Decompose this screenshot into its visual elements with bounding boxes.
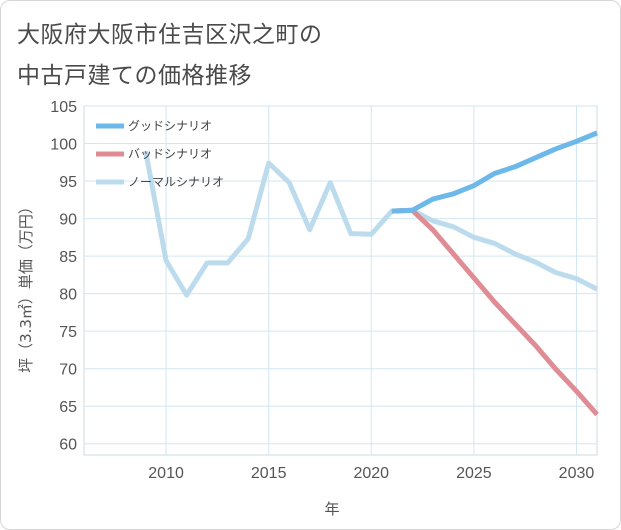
x-tick-label: 2010 <box>148 465 184 482</box>
y-tick-label: 75 <box>59 324 77 341</box>
y-tick-label: 70 <box>59 362 77 379</box>
x-tick-label: 2015 <box>251 465 287 482</box>
series-line-3 <box>143 150 599 298</box>
series-line-2 <box>391 207 599 417</box>
y-tick-label: 60 <box>59 437 77 454</box>
y-tick-label: 80 <box>59 287 77 304</box>
y-tick-label: 65 <box>59 399 77 416</box>
chart-title-line1: 大阪府大阪市住吉区沢之町の <box>17 22 323 48</box>
y-tick-label: 95 <box>59 174 77 191</box>
legend-label: バッドシナリオ <box>128 147 212 161</box>
x-axis-label: 年 <box>324 500 339 518</box>
x-tick-label: 2025 <box>456 465 492 482</box>
chart-title-line2: 中古戸建ての価格推移 <box>17 63 252 89</box>
legend-label: ノーマルシナリオ <box>128 175 224 189</box>
legend-label: グッドシナリオ <box>128 119 212 133</box>
y-tick-label: 105 <box>50 99 77 116</box>
x-tick-label: 2020 <box>353 465 389 482</box>
series-line-1 <box>391 130 598 214</box>
y-tick-label: 90 <box>59 212 77 229</box>
x-tick-label: 2030 <box>559 465 595 482</box>
y-axis-label: 坪（3.3㎡）単価（万円） <box>17 199 35 373</box>
y-tick-label: 100 <box>50 137 77 154</box>
y-tick-label: 85 <box>59 249 77 266</box>
plot-area <box>83 105 598 456</box>
